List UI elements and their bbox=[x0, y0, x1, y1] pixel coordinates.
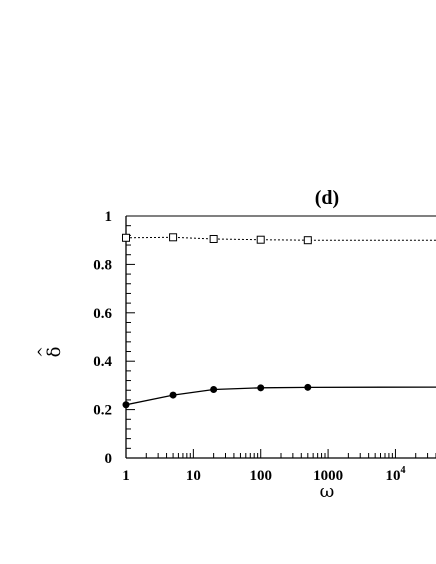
x-tick-label: 1000 bbox=[313, 468, 343, 484]
y-tick-label: 0 bbox=[105, 451, 113, 467]
series-2-point bbox=[304, 383, 312, 391]
series-1-point bbox=[209, 234, 218, 243]
y-axis-label-base: δ bbox=[44, 347, 65, 358]
series-2-point bbox=[169, 391, 177, 399]
chart-title: (d) bbox=[315, 187, 339, 209]
series-2-point bbox=[122, 401, 130, 409]
series-1-point bbox=[169, 233, 178, 242]
x-tick-label: 104 bbox=[385, 465, 405, 484]
series-1-point bbox=[122, 233, 130, 242]
series-1-point bbox=[303, 236, 312, 245]
y-ticks: 0 0.2 0.4 0.6 0.8 1 bbox=[93, 209, 135, 467]
y-tick-label: 0.8 bbox=[93, 257, 112, 273]
x-ticks: 1 10 100 1000 104 bbox=[122, 449, 436, 484]
y-tick-label: 0.2 bbox=[93, 403, 112, 419]
series-group bbox=[122, 233, 436, 409]
y-tick-label: 1 bbox=[105, 209, 113, 225]
x-tick-label: 10 bbox=[186, 468, 201, 484]
series-2-point bbox=[210, 386, 218, 394]
series-2-point bbox=[257, 384, 265, 392]
series-1-point bbox=[256, 235, 265, 244]
y-tick-label: 0.6 bbox=[93, 306, 112, 322]
x-tick-label: 1 bbox=[122, 468, 130, 484]
x-axis-label: ω bbox=[320, 481, 335, 502]
y-tick-label: 0.4 bbox=[93, 354, 112, 370]
x-tick-label: 100 bbox=[249, 468, 272, 484]
axes bbox=[125, 215, 436, 459]
y-axis-label: δ ^ bbox=[36, 346, 65, 358]
y-axis-label-accent: ^ bbox=[36, 346, 52, 358]
series-2-line bbox=[125, 386, 436, 406]
